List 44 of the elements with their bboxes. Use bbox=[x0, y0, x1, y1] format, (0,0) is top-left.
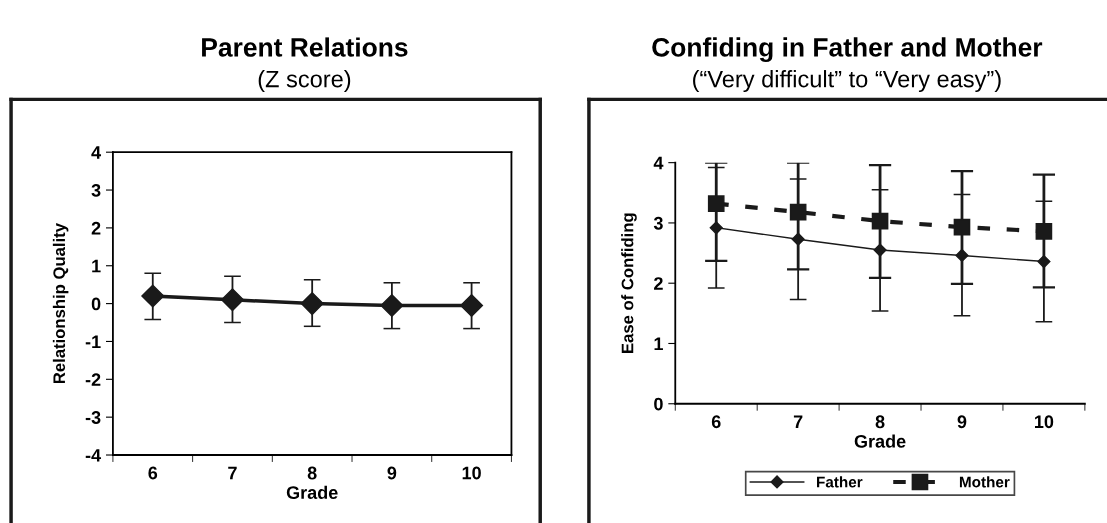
x-tick-label: 9 bbox=[387, 466, 397, 480]
chart-title: Parent Relations bbox=[202, 37, 408, 57]
x-tick-label: 9 bbox=[957, 415, 967, 429]
x-tick-label: 10 bbox=[462, 466, 481, 480]
x-tick-label: 7 bbox=[228, 466, 237, 480]
point bbox=[1035, 223, 1053, 240]
point bbox=[873, 243, 887, 257]
point bbox=[871, 212, 889, 230]
x-axis-title: Grade bbox=[286, 485, 338, 499]
y-tick-label: -4 bbox=[85, 449, 102, 462]
x-tick-label: 8 bbox=[307, 466, 317, 480]
point bbox=[955, 248, 969, 263]
y-tick-label: 1 bbox=[654, 337, 663, 351]
y-axis-title: Ease of Confiding bbox=[621, 213, 637, 353]
point bbox=[707, 195, 725, 212]
point bbox=[1037, 254, 1051, 269]
y-tick-label: 3 bbox=[653, 216, 663, 230]
point bbox=[709, 221, 723, 235]
y-tick-label: 2 bbox=[654, 277, 663, 290]
y-tick-label: 0 bbox=[91, 297, 101, 311]
x-axis-title: Grade bbox=[854, 434, 906, 448]
legend-label: Mother bbox=[959, 476, 1010, 488]
y-tick-label: 2 bbox=[91, 221, 101, 235]
point bbox=[953, 218, 971, 236]
y-tick-label: 4 bbox=[91, 146, 102, 159]
y-tick-label: 0 bbox=[654, 397, 663, 411]
x-tick-label: 7 bbox=[793, 415, 803, 428]
y-tick-label: -1 bbox=[85, 335, 101, 348]
legend-label: Father bbox=[817, 476, 863, 488]
chart-subtitle: (Z score) bbox=[258, 70, 351, 93]
x-tick-label: 6 bbox=[148, 466, 158, 480]
chart-subtitle: (“Very difficult” to “Very easy”) bbox=[693, 70, 1001, 93]
point bbox=[791, 232, 805, 246]
y-tick-label: 4 bbox=[653, 156, 664, 170]
point bbox=[789, 203, 807, 221]
y-tick-label: 1 bbox=[92, 259, 101, 273]
x-tick-label: 6 bbox=[711, 415, 721, 429]
x-tick-label: 10 bbox=[1035, 415, 1054, 429]
y-tick-label: 3 bbox=[91, 183, 101, 197]
chart-title: Confiding in Father and Mother bbox=[652, 37, 1043, 63]
x-tick-label: 8 bbox=[875, 415, 885, 429]
y-axis-title: Relationship Quality bbox=[52, 223, 69, 384]
y-tick-label: -3 bbox=[85, 411, 101, 424]
y-tick-label: -2 bbox=[85, 373, 101, 386]
